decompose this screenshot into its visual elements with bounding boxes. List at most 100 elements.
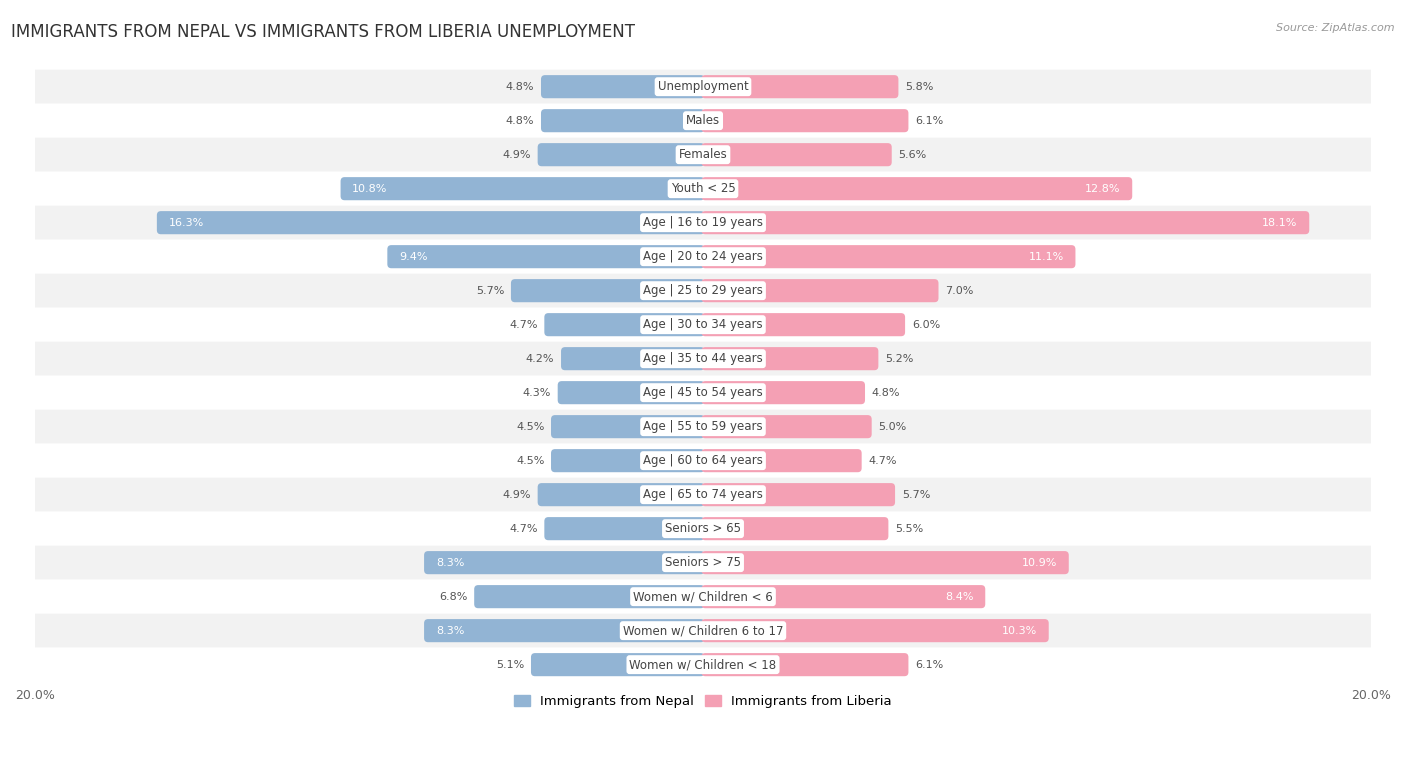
Text: Females: Females [679,148,727,161]
FancyBboxPatch shape [702,143,891,167]
Text: 5.5%: 5.5% [896,524,924,534]
FancyBboxPatch shape [35,240,1371,274]
FancyBboxPatch shape [702,177,1132,201]
Text: 5.8%: 5.8% [905,82,934,92]
Text: 4.9%: 4.9% [502,150,531,160]
Text: 5.6%: 5.6% [898,150,927,160]
FancyBboxPatch shape [702,313,905,336]
FancyBboxPatch shape [702,585,986,608]
FancyBboxPatch shape [35,104,1371,138]
FancyBboxPatch shape [35,70,1371,104]
Text: 9.4%: 9.4% [399,251,427,262]
FancyBboxPatch shape [544,517,704,540]
Text: 12.8%: 12.8% [1085,184,1121,194]
Text: IMMIGRANTS FROM NEPAL VS IMMIGRANTS FROM LIBERIA UNEMPLOYMENT: IMMIGRANTS FROM NEPAL VS IMMIGRANTS FROM… [11,23,636,41]
Text: Women w/ Children < 6: Women w/ Children < 6 [633,590,773,603]
FancyBboxPatch shape [537,143,704,167]
FancyBboxPatch shape [35,307,1371,341]
Text: 7.0%: 7.0% [945,285,973,296]
Text: 4.3%: 4.3% [523,388,551,397]
Text: Seniors > 75: Seniors > 75 [665,556,741,569]
FancyBboxPatch shape [558,381,704,404]
FancyBboxPatch shape [35,444,1371,478]
Text: 6.1%: 6.1% [915,659,943,670]
FancyBboxPatch shape [35,410,1371,444]
FancyBboxPatch shape [35,206,1371,240]
FancyBboxPatch shape [35,580,1371,614]
Text: 4.7%: 4.7% [509,319,537,329]
FancyBboxPatch shape [702,449,862,472]
Text: Age | 35 to 44 years: Age | 35 to 44 years [643,352,763,365]
Text: 4.7%: 4.7% [509,524,537,534]
Text: 4.5%: 4.5% [516,422,544,431]
FancyBboxPatch shape [702,245,1076,268]
Text: Unemployment: Unemployment [658,80,748,93]
FancyBboxPatch shape [35,614,1371,648]
Text: 4.2%: 4.2% [526,354,554,363]
FancyBboxPatch shape [702,551,1069,575]
FancyBboxPatch shape [561,347,704,370]
Text: 8.4%: 8.4% [945,592,973,602]
Text: Age | 20 to 24 years: Age | 20 to 24 years [643,250,763,263]
FancyBboxPatch shape [35,648,1371,681]
FancyBboxPatch shape [425,619,704,642]
FancyBboxPatch shape [340,177,704,201]
Text: 4.8%: 4.8% [506,116,534,126]
FancyBboxPatch shape [551,415,704,438]
FancyBboxPatch shape [387,245,704,268]
FancyBboxPatch shape [541,109,704,132]
Text: Women w/ Children 6 to 17: Women w/ Children 6 to 17 [623,625,783,637]
Text: Age | 60 to 64 years: Age | 60 to 64 years [643,454,763,467]
FancyBboxPatch shape [551,449,704,472]
Text: 6.0%: 6.0% [911,319,941,329]
FancyBboxPatch shape [702,211,1309,234]
Text: 18.1%: 18.1% [1263,218,1298,228]
FancyBboxPatch shape [702,619,1049,642]
FancyBboxPatch shape [531,653,704,676]
Text: 8.3%: 8.3% [436,625,464,636]
FancyBboxPatch shape [510,279,704,302]
Text: 11.1%: 11.1% [1029,251,1064,262]
FancyBboxPatch shape [474,585,704,608]
Text: Seniors > 65: Seniors > 65 [665,522,741,535]
FancyBboxPatch shape [702,381,865,404]
Text: 8.3%: 8.3% [436,558,464,568]
Text: Age | 16 to 19 years: Age | 16 to 19 years [643,217,763,229]
FancyBboxPatch shape [541,75,704,98]
Text: Age | 25 to 29 years: Age | 25 to 29 years [643,284,763,298]
Text: Youth < 25: Youth < 25 [671,182,735,195]
FancyBboxPatch shape [35,546,1371,580]
Text: Age | 55 to 59 years: Age | 55 to 59 years [643,420,763,433]
FancyBboxPatch shape [702,483,896,506]
Text: Age | 30 to 34 years: Age | 30 to 34 years [643,318,763,331]
Text: Age | 45 to 54 years: Age | 45 to 54 years [643,386,763,399]
Text: Source: ZipAtlas.com: Source: ZipAtlas.com [1277,23,1395,33]
FancyBboxPatch shape [702,279,938,302]
FancyBboxPatch shape [35,172,1371,206]
Text: Males: Males [686,114,720,127]
Text: 6.8%: 6.8% [439,592,468,602]
Text: 4.9%: 4.9% [502,490,531,500]
Text: 10.8%: 10.8% [353,184,388,194]
Legend: Immigrants from Nepal, Immigrants from Liberia: Immigrants from Nepal, Immigrants from L… [509,690,897,714]
FancyBboxPatch shape [702,75,898,98]
FancyBboxPatch shape [702,653,908,676]
Text: 5.2%: 5.2% [884,354,914,363]
Text: 4.8%: 4.8% [506,82,534,92]
FancyBboxPatch shape [544,313,704,336]
FancyBboxPatch shape [35,375,1371,410]
Text: 10.9%: 10.9% [1022,558,1057,568]
FancyBboxPatch shape [702,347,879,370]
FancyBboxPatch shape [702,517,889,540]
Text: 5.1%: 5.1% [496,659,524,670]
FancyBboxPatch shape [702,109,908,132]
Text: 4.5%: 4.5% [516,456,544,466]
FancyBboxPatch shape [702,415,872,438]
Text: 4.8%: 4.8% [872,388,900,397]
Text: 5.0%: 5.0% [879,422,907,431]
FancyBboxPatch shape [157,211,704,234]
Text: 6.1%: 6.1% [915,116,943,126]
Text: Women w/ Children < 18: Women w/ Children < 18 [630,658,776,671]
FancyBboxPatch shape [35,478,1371,512]
FancyBboxPatch shape [537,483,704,506]
